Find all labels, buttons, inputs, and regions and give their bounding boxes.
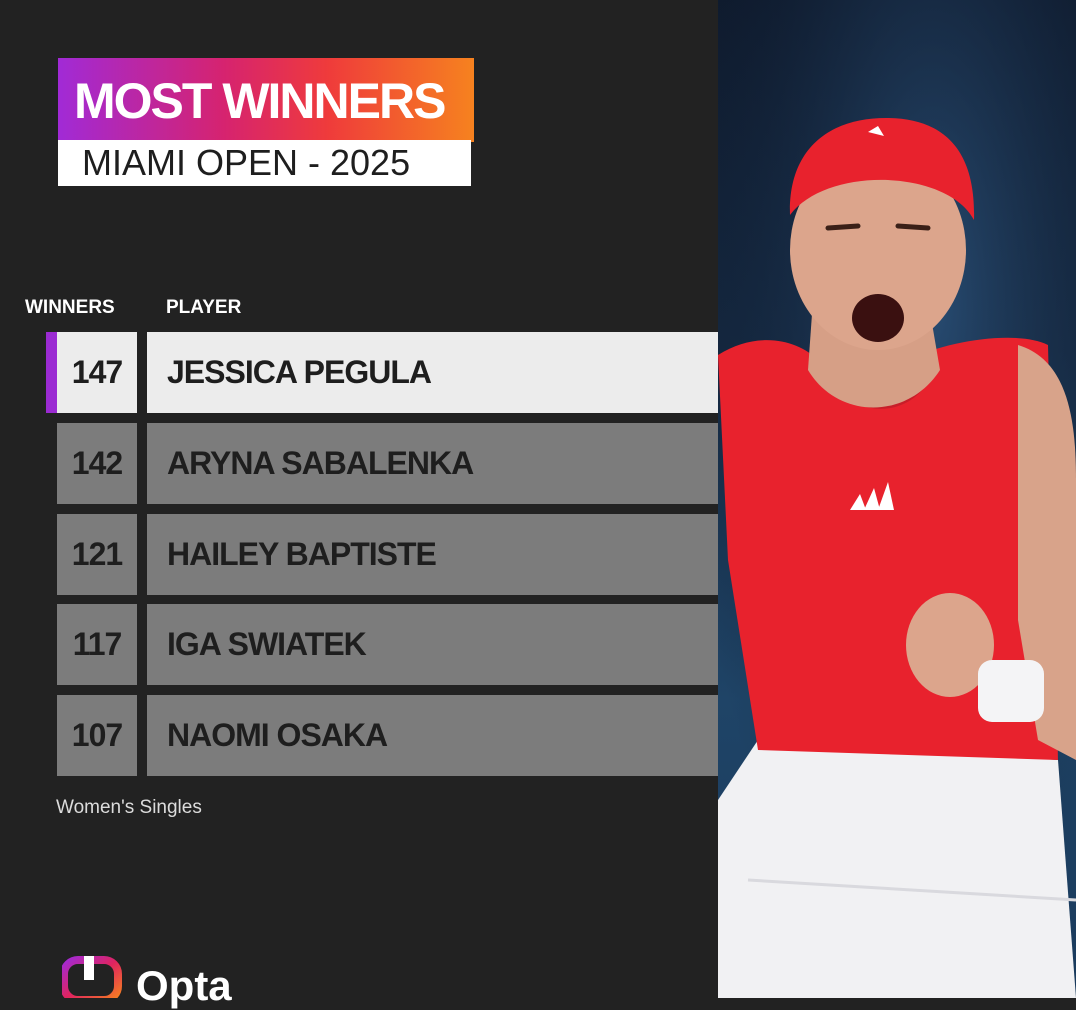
subtitle-box <box>58 140 471 186</box>
winners-value: 147 <box>57 332 137 413</box>
winners-value: 142 <box>57 423 137 504</box>
winners-value: 117 <box>57 604 137 685</box>
page-title: MOST WINNERS <box>74 73 446 129</box>
player-name: JESSICA PEGULA <box>147 332 718 413</box>
winners-value: 107 <box>57 695 137 776</box>
opta-logo-icon <box>60 954 122 1004</box>
player-photo <box>718 0 1076 998</box>
winners-value: 121 <box>57 514 137 595</box>
table-row: 107 NAOMI OSAKA <box>0 695 718 776</box>
table-row: 121 HAILEY BAPTISTE <box>0 514 718 595</box>
table-row: 117 IGA SWIATEK <box>0 604 718 685</box>
table-row: 142 ARYNA SABALENKA <box>0 423 718 504</box>
column-header-player: PLAYER <box>166 297 242 318</box>
title-banner <box>58 58 474 142</box>
footnote: Women's Singles <box>56 797 202 818</box>
player-name: HAILEY BAPTISTE <box>147 514 718 595</box>
highlight-accent-bar <box>46 332 57 413</box>
brand-name: Opta <box>136 962 232 1009</box>
player-name: ARYNA SABALENKA <box>147 423 718 504</box>
player-name: IGA SWIATEK <box>147 604 718 685</box>
column-header-winners: WINNERS <box>25 297 115 318</box>
player-photo-illustration <box>718 0 1076 998</box>
page-subtitle: MIAMI OPEN - 2025 <box>82 142 411 183</box>
table-row: 147 JESSICA PEGULA <box>0 332 718 413</box>
player-name: NAOMI OSAKA <box>147 695 718 776</box>
